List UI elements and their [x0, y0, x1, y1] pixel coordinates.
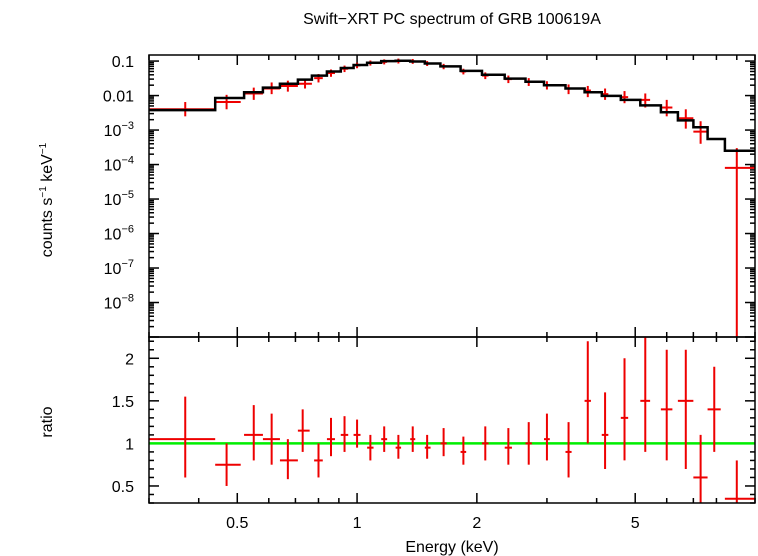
y-tick-label: 10−4 [104, 155, 134, 175]
y-tick-base: 10 [104, 227, 122, 244]
y-tick-exponent: −7 [121, 258, 134, 270]
y-tick-exponent: −6 [121, 224, 134, 236]
x-tick-label: 0.5 [226, 515, 248, 532]
x-tick-label: 2 [472, 515, 481, 532]
data-point [565, 422, 572, 478]
y-tick-base: 0.01 [103, 89, 134, 106]
y-tick-label: 0.5 [112, 479, 134, 496]
data-point [262, 413, 280, 465]
data-point [677, 109, 694, 129]
data-point [440, 428, 447, 457]
y-tick-label: 10−5 [104, 189, 134, 209]
data-point [460, 436, 467, 465]
data-point [410, 426, 416, 452]
data-point [693, 121, 708, 144]
data-point [640, 337, 651, 452]
plot-area [149, 58, 755, 337]
y-tick-label: 10−8 [104, 293, 134, 313]
plot-area [149, 337, 755, 503]
data-point [149, 396, 216, 478]
data-point [314, 443, 323, 478]
y-tick-label: 2 [125, 351, 134, 368]
y-tick-base: 10 [104, 261, 122, 278]
data-point [424, 434, 431, 459]
data-point [297, 409, 310, 452]
chart-title: Swift−XRT PC spectrum of GRB 100619A [303, 11, 601, 28]
y-tick-label: 1.5 [112, 394, 134, 411]
data-point [215, 443, 241, 486]
data-point [660, 349, 673, 461]
data-point [525, 422, 532, 465]
data-point [279, 80, 298, 92]
y-label-main: counts s [39, 198, 56, 258]
x-tick-label: 1 [353, 515, 362, 532]
data-point [620, 358, 629, 461]
y-tick-base: 10 [104, 192, 122, 209]
y-tick-exponent: −8 [121, 293, 134, 305]
data-point [660, 99, 673, 117]
y-tick-label: 10−6 [104, 224, 134, 244]
data-point [504, 428, 512, 465]
y-tick-label: 1 [125, 436, 134, 453]
data-point [544, 413, 550, 461]
y-tick-base: 10 [104, 296, 122, 313]
y-tick-exponent: −4 [121, 155, 134, 167]
ratio-y-axis-label: ratio [39, 406, 56, 437]
data-point [724, 460, 755, 503]
data-point [244, 405, 263, 461]
y-tick-base: 10 [104, 123, 122, 140]
data-point [693, 434, 708, 503]
y-tick-base: 10 [104, 158, 122, 175]
y-tick-exponent: −3 [121, 120, 134, 132]
y-tick-label: 10−7 [104, 258, 134, 278]
ratio-panel: 0.5 1 2 5 0.5 1 1.5 2 [112, 336, 756, 532]
y-label-mid: keV [39, 154, 56, 186]
data-point [279, 439, 298, 480]
data-point [724, 148, 755, 337]
y-label-exp1: −1 [38, 186, 49, 198]
data-point [601, 392, 609, 469]
data-point [244, 87, 263, 100]
data-point [381, 426, 388, 452]
y-tick-label: 0.1 [112, 54, 134, 71]
data-point [584, 341, 591, 444]
spectrum-y-axis-label: counts s−1 keV−1 [38, 142, 56, 257]
data-point [340, 416, 349, 452]
data-point [367, 434, 374, 461]
data-point [395, 434, 402, 459]
data-point [481, 426, 489, 461]
model-step-line [149, 59, 755, 153]
panel-frame [148, 336, 756, 504]
x-tick-label: 5 [631, 515, 640, 532]
data-point [677, 349, 694, 469]
x-axis-label: Energy (keV) [405, 539, 498, 556]
data-point [707, 366, 721, 452]
data-point [326, 417, 335, 457]
y-tick-exponent: −5 [121, 189, 134, 201]
y-label-exp2: −1 [38, 142, 49, 154]
data-point [353, 419, 361, 448]
y-tick-base: 0.1 [112, 54, 134, 71]
y-tick-label: 0.01 [103, 89, 134, 106]
y-tick-label: 10−3 [104, 120, 134, 140]
